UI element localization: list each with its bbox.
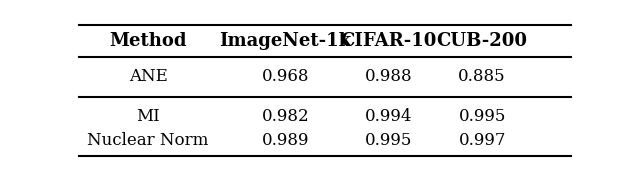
Text: 0.995: 0.995 [365,132,413,149]
Text: MI: MI [136,108,160,125]
Text: ANE: ANE [129,68,167,85]
Text: CUB-200: CUB-200 [437,32,527,49]
Text: ImageNet-1k: ImageNet-1k [219,32,352,49]
Text: 0.989: 0.989 [262,132,309,149]
Text: CIFAR-10: CIFAR-10 [340,32,437,49]
Text: 0.994: 0.994 [365,108,413,125]
Text: Method: Method [109,32,187,49]
Text: 0.997: 0.997 [458,132,506,149]
Text: 0.982: 0.982 [262,108,309,125]
Text: 0.988: 0.988 [365,68,413,85]
Text: 0.885: 0.885 [458,68,506,85]
Text: Nuclear Norm: Nuclear Norm [87,132,209,149]
Text: 0.968: 0.968 [262,68,309,85]
Text: 0.995: 0.995 [458,108,506,125]
